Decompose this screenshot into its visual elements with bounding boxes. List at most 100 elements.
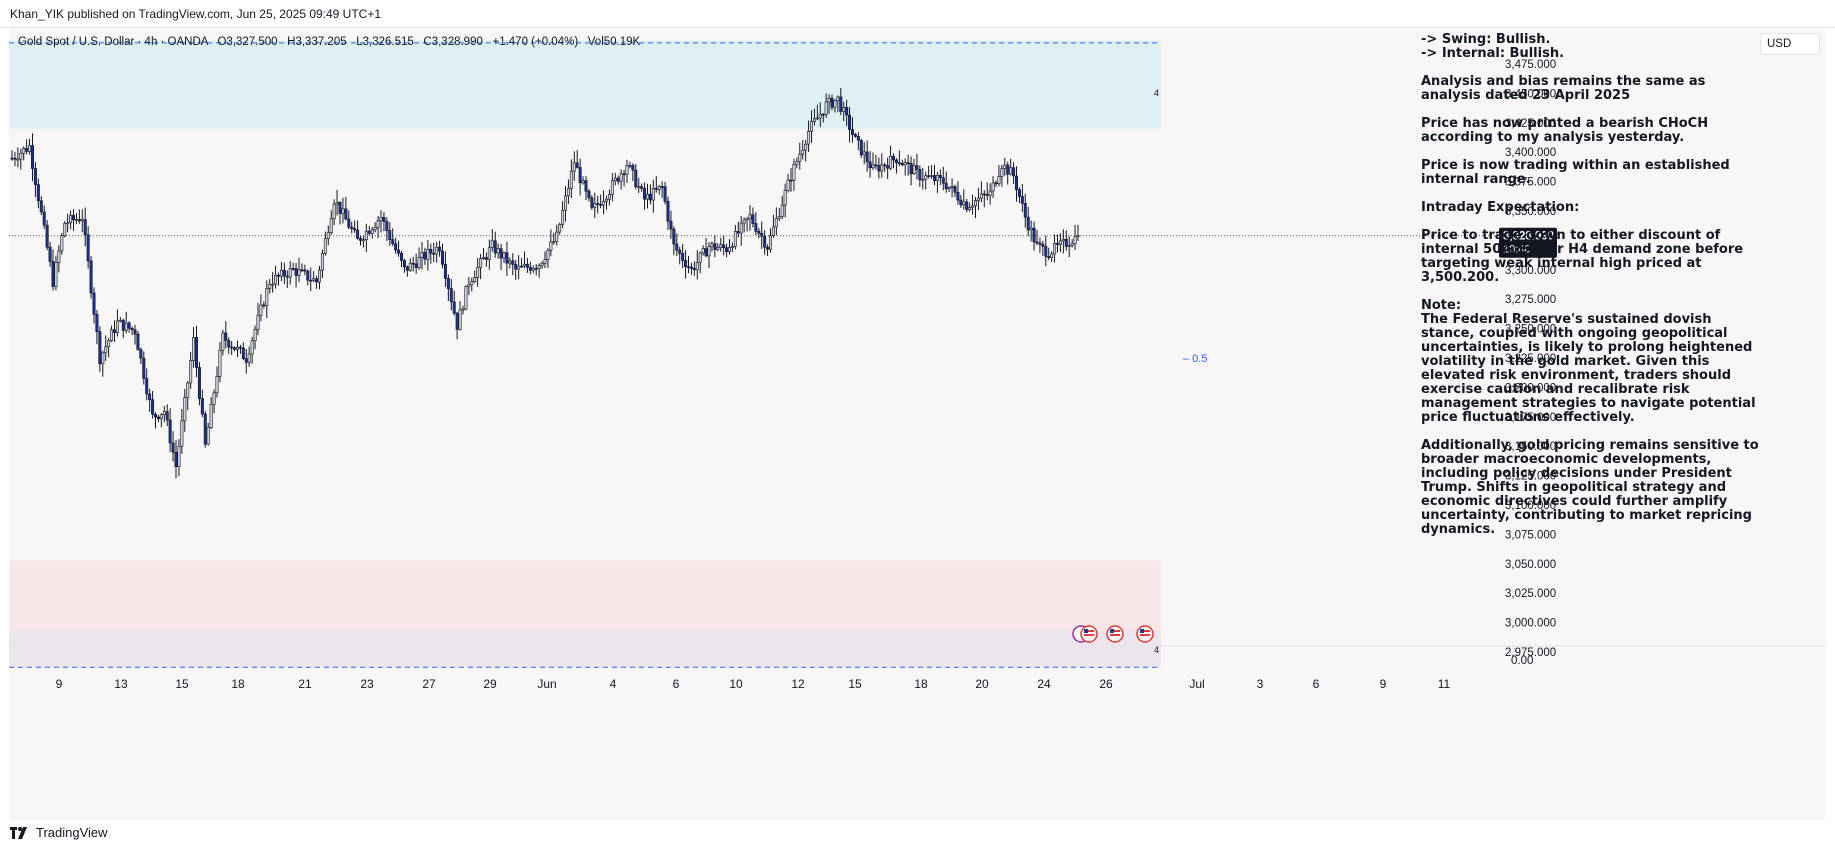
candle-body: [1050, 253, 1054, 258]
candle-body: [256, 314, 260, 330]
candle-body: [842, 107, 846, 112]
time-tick-label: 4: [610, 677, 617, 691]
candle-body: [113, 329, 117, 333]
candle-body: [514, 264, 518, 270]
candle-body: [382, 217, 386, 222]
candle-body: [344, 208, 348, 220]
candle-body: [584, 180, 588, 192]
candle-body: [358, 237, 362, 241]
candle-body: [203, 413, 207, 445]
candle-body: [651, 188, 655, 201]
candle-body: [625, 165, 629, 175]
price-tick-label: 3,400.000: [1505, 147, 1556, 159]
price-tick-label: 3,175.000: [1505, 412, 1556, 424]
candle-body: [540, 262, 544, 267]
candle-body: [171, 442, 175, 453]
candle-body: [602, 200, 606, 206]
candle-body: [405, 266, 409, 271]
candle-body: [446, 278, 450, 289]
candle-body: [227, 340, 231, 348]
demand-zone: [9, 560, 1161, 631]
candle-body: [45, 224, 49, 248]
note-bias: -> Swing: Bullish. -> Internal: Bullish.: [1421, 32, 1565, 61]
candle-body: [297, 269, 301, 276]
candle-body: [241, 347, 245, 359]
candle-body: [356, 229, 360, 239]
candle-body: [484, 257, 488, 260]
candle-body: [399, 252, 403, 261]
candle-body: [180, 420, 184, 447]
candle-body: [350, 226, 354, 229]
price-tick-label: 3,025.000: [1505, 588, 1556, 600]
candle-body: [323, 238, 327, 254]
tradingview-branding[interactable]: TradingView: [10, 825, 108, 840]
legend-symbol: Gold Spot / U.S. Dollar · 4h · OANDA: [18, 36, 208, 48]
candle-body: [1058, 240, 1062, 245]
candle-body: [394, 243, 398, 251]
candle-body: [678, 249, 682, 254]
candle-body: [675, 243, 679, 251]
candle-body: [118, 319, 122, 322]
price-chart-svg[interactable]: 4 4 – 0.5 3,475.000 3,450.000 3,425.000 3,400.…: [9, 28, 1826, 820]
candle-body: [420, 252, 424, 258]
candle-body: [1003, 164, 1007, 169]
candle-body: [259, 304, 263, 316]
candle-body: [531, 268, 535, 271]
time-tick-label: 6: [1313, 677, 1320, 691]
candle-body: [722, 244, 726, 249]
candle-body: [54, 262, 58, 287]
candle-body: [906, 162, 910, 164]
candle-body: [613, 177, 617, 182]
time-tick-label: 15: [848, 677, 862, 691]
candle-body: [968, 206, 972, 211]
candle-body: [634, 169, 638, 187]
candle-body: [473, 277, 477, 282]
candle-body: [438, 246, 442, 252]
candle-body: [798, 153, 802, 162]
candle-body: [505, 252, 509, 264]
candle-body: [950, 186, 954, 188]
candle-body: [725, 247, 729, 253]
candle-body: [593, 203, 597, 208]
currency-button[interactable]: USD: [1760, 33, 1820, 55]
candle-body: [177, 445, 181, 467]
symbol-legend[interactable]: Gold Spot / U.S. Dollar · 4h · OANDA O3,…: [18, 36, 640, 48]
candle-body: [771, 226, 775, 236]
price-tick-label: 3,000.000: [1505, 618, 1556, 630]
candle-body: [997, 176, 1001, 184]
candle-body: [151, 399, 155, 415]
candle-body: [528, 266, 532, 271]
candle-body: [429, 249, 433, 254]
candle-body: [836, 96, 840, 101]
candle-body: [373, 227, 377, 231]
candle-body: [520, 265, 524, 268]
last-price-tag: [1499, 227, 1557, 258]
candle-body: [244, 358, 248, 363]
candle-body: [561, 209, 565, 225]
flag-canton-icon: [1140, 629, 1144, 633]
candle-body: [599, 203, 603, 206]
chart-area[interactable]: 4 4 – 0.5 3,475.000 3,450.000 3,425.000 3,400.…: [9, 28, 1826, 820]
candle-body: [218, 349, 222, 377]
legend-volume: Vol50.19K: [587, 36, 641, 48]
candle-body: [912, 165, 916, 175]
candle-body: [640, 186, 644, 189]
candle-body: [19, 152, 23, 160]
candle-body: [959, 199, 963, 206]
candle-body: [730, 245, 734, 248]
candle-body: [727, 247, 731, 253]
note-intraday-expectation: Price to trade down to either discount o…: [1421, 228, 1744, 285]
candle-body: [558, 224, 562, 233]
candle-body: [411, 262, 415, 265]
candle-body: [197, 367, 201, 399]
candle-body: [900, 163, 904, 166]
candle-body: [1032, 227, 1036, 243]
candle-body: [748, 214, 752, 220]
price-tick-label: 3,275.000: [1505, 294, 1556, 306]
candle-body: [499, 248, 503, 259]
candle-body: [98, 331, 102, 365]
candle-body: [183, 397, 187, 422]
candle-body: [839, 96, 843, 112]
candle-body: [795, 161, 799, 165]
candle-body: [291, 268, 295, 270]
